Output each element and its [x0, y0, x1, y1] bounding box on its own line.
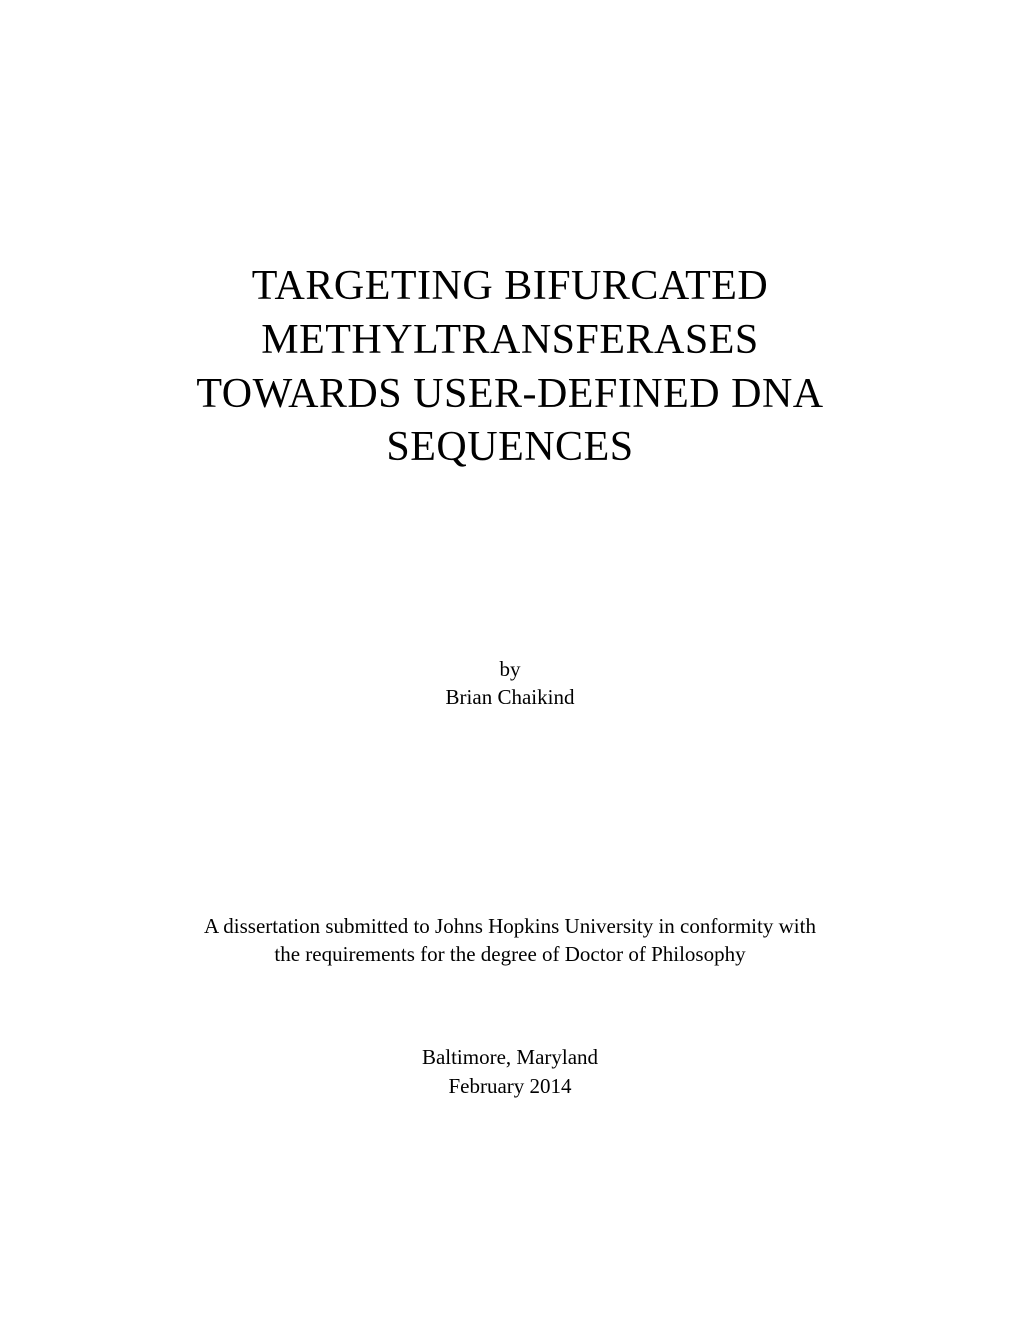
dissertation-title: TARGETING BIFURCATED METHYLTRANSFERASES … [120, 260, 900, 475]
by-label: by [120, 655, 900, 683]
statement-line-2: the requirements for the degree of Docto… [130, 940, 890, 968]
location-date: February 2014 [120, 1072, 900, 1100]
title-line-3: TOWARDS USER-DEFINED DNA [120, 368, 900, 422]
author-name: Brian Chaikind [120, 683, 900, 711]
title-line-2: METHYLTRANSFERASES [120, 314, 900, 368]
title-line-1: TARGETING BIFURCATED [120, 260, 900, 314]
statement-line-1: A dissertation submitted to Johns Hopkin… [130, 912, 890, 940]
location-date-block: Baltimore, Maryland February 2014 [120, 1043, 900, 1100]
title-line-4: SEQUENCES [120, 421, 900, 475]
dissertation-statement: A dissertation submitted to Johns Hopkin… [120, 912, 900, 969]
location-place: Baltimore, Maryland [120, 1043, 900, 1071]
author-block: by Brian Chaikind [120, 655, 900, 712]
